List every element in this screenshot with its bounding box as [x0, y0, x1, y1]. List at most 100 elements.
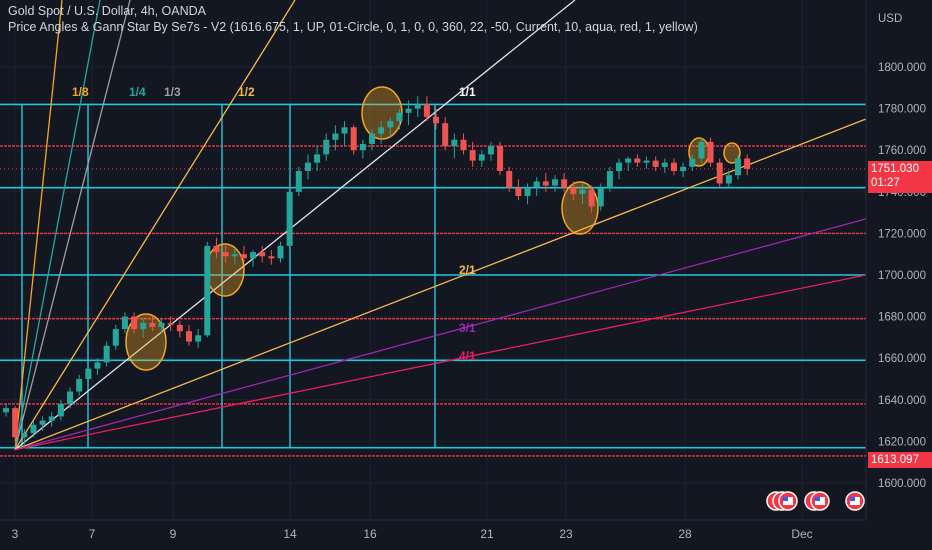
chart-header: Gold Spot / U.S. Dollar, 4h, OANDA Price… [8, 3, 698, 35]
candle-body [597, 187, 604, 207]
x-tick-label: 9 [170, 527, 177, 541]
gann-fan-line [14, 118, 867, 451]
candle-body [167, 322, 174, 325]
candle-body [21, 433, 28, 438]
candle-body [103, 345, 110, 363]
us-flag-event-icon[interactable] [844, 487, 868, 518]
candle-body [304, 162, 311, 171]
candle-body [707, 141, 714, 163]
y-tick-label: 1800.000 [878, 62, 926, 74]
candle-body [515, 187, 522, 196]
candle-body [12, 408, 19, 438]
fan-ratio-label: 1/1 [459, 85, 476, 99]
candle-body [286, 191, 293, 246]
candle-body [680, 166, 687, 171]
currency-label: USD [878, 13, 902, 25]
candle-body [414, 104, 421, 109]
candle-body [542, 181, 549, 186]
y-tick-label: 1680.000 [878, 312, 926, 324]
y-tick-label: 1780.000 [878, 104, 926, 116]
candle-body [176, 324, 183, 332]
candle-body [295, 171, 302, 192]
symbol-title[interactable]: Gold Spot / U.S. Dollar, 4h, OANDA [8, 4, 206, 18]
candle-body [497, 146, 504, 171]
candle-body [725, 175, 732, 184]
candle-body [579, 189, 586, 194]
candle-body [314, 154, 321, 163]
x-tick-label: 3 [12, 527, 19, 541]
candle-body [3, 408, 9, 413]
candle-body [396, 112, 403, 122]
highlight-circle [205, 243, 245, 297]
candle-body [332, 133, 339, 140]
y-tick-label: 1720.000 [878, 228, 926, 240]
current-price: 1751.030 [871, 163, 919, 175]
candle-body [744, 158, 751, 169]
candle-body [213, 245, 220, 253]
candle-body [487, 146, 494, 155]
candle-body [85, 368, 92, 379]
candle-body [670, 162, 677, 171]
gann-fan-line [14, 274, 867, 451]
candle-body [478, 154, 485, 161]
candle-body [67, 391, 74, 404]
candle-body [387, 121, 394, 128]
candle-body [698, 141, 705, 159]
candle-body [350, 127, 357, 151]
y-tick-label: 1620.000 [878, 436, 926, 448]
candle-body [140, 322, 147, 330]
x-tick-label: 23 [559, 527, 573, 541]
candle-body [57, 403, 64, 417]
gann-fan-line [14, 218, 867, 451]
candle-body [359, 143, 366, 151]
x-tick-label: 7 [89, 527, 96, 541]
y-tick-label: 1760.000 [878, 145, 926, 157]
candle-body [570, 187, 577, 194]
us-flag-event-icon[interactable] [766, 487, 800, 518]
candle-body [561, 179, 568, 188]
fan-ratio-label: 1/4 [129, 85, 146, 99]
candle-body [250, 252, 257, 259]
indicator-title[interactable]: Price Angles & Gann Star By Se7s - V2 (1… [8, 20, 698, 34]
candle-body [506, 171, 513, 188]
candle-body [277, 245, 284, 259]
candle-body [423, 104, 430, 117]
candle-body [76, 379, 83, 392]
candle-body [268, 256, 275, 259]
gann-fan-line [14, 0, 296, 451]
candle-body [240, 254, 247, 259]
fan-ratio-label: 1/2 [238, 85, 255, 99]
candle-body [533, 181, 540, 188]
y-tick-label: 1600.000 [878, 478, 926, 490]
candle-body [405, 108, 412, 113]
candle-body [131, 316, 138, 330]
x-tick-label: 14 [283, 527, 297, 541]
highlight-circle [723, 142, 741, 164]
candle-body [149, 322, 156, 327]
candle-body [341, 127, 348, 134]
candle-body [524, 187, 531, 196]
low-price-tag: 1613.097 [868, 452, 932, 468]
candle-body [661, 162, 668, 167]
low-price: 1613.097 [871, 454, 919, 466]
candle-body [186, 331, 192, 342]
y-tick-label: 1700.000 [878, 270, 926, 282]
fan-ratio-label: 1/3 [164, 85, 181, 99]
gann-fan-line [14, 0, 63, 450]
candle-body [689, 158, 696, 167]
candle-body [634, 158, 641, 163]
us-flag-event-icon[interactable] [804, 487, 834, 518]
gann-fan-line [14, 0, 101, 450]
candle-body [442, 123, 449, 147]
candle-body [222, 252, 229, 257]
candle-body [616, 162, 623, 171]
candle-body [643, 160, 650, 163]
gann-fan-line [14, 0, 576, 451]
candle-body [606, 171, 613, 188]
candle-body [552, 179, 558, 186]
candle-body [378, 127, 385, 134]
gann-fan-line [14, 0, 131, 450]
candle-body [112, 329, 119, 346]
x-tick-label: 21 [480, 527, 494, 541]
